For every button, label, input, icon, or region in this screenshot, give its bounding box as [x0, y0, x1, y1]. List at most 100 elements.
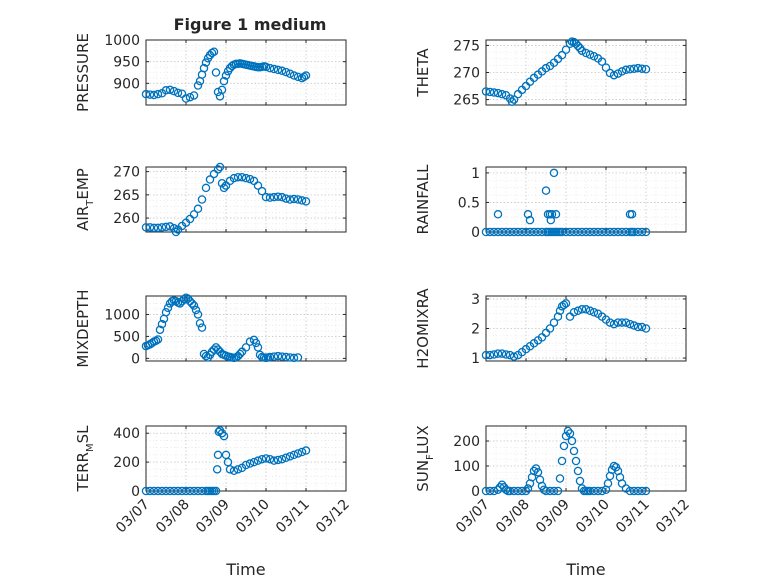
y-tick-label: 1000 [104, 33, 140, 49]
y-label-part: SL [74, 425, 92, 444]
axes-frame [485, 39, 687, 106]
data-point [555, 306, 565, 316]
data-point [173, 88, 183, 98]
data-point [589, 307, 599, 317]
subplot-terr-msl: 03/07 03/08 03/09 03/10 03/11 03/12 0 200 400 TER… [74, 425, 353, 537]
data-point [285, 452, 295, 461]
data-point [273, 455, 283, 465]
y-label-subscript: F [425, 454, 436, 460]
data-point [557, 227, 567, 237]
data-point [161, 486, 171, 496]
axes-frame [145, 295, 347, 362]
y-axis-label: RAINFALL [414, 164, 432, 235]
subplot-pressure: 900 950 1000 PRESSURE [74, 33, 347, 112]
data-point [269, 352, 279, 361]
y-tick-label: 400 [113, 426, 140, 442]
data-point [297, 447, 307, 457]
data-point [485, 227, 495, 237]
data-point [561, 299, 571, 308]
data-point [199, 63, 209, 73]
data-point [193, 486, 203, 496]
data-point [241, 460, 251, 470]
data-point [585, 306, 595, 316]
data-point [637, 227, 647, 237]
data-point [229, 173, 239, 183]
data-point [153, 335, 163, 344]
data-point [497, 227, 507, 237]
data-point [187, 299, 197, 308]
data-point [509, 352, 519, 361]
data-point [497, 349, 507, 358]
x-tick-label: 03/11 [613, 497, 653, 537]
data-point [481, 87, 491, 96]
data-point [603, 479, 613, 488]
data-point [493, 227, 503, 237]
data-point [207, 48, 217, 58]
data-point [539, 485, 549, 494]
data-point [209, 47, 219, 56]
data-point [285, 69, 295, 79]
data-point [525, 227, 535, 237]
data-point [489, 227, 499, 237]
data-point [523, 210, 533, 219]
data-point [633, 63, 643, 73]
data-point [553, 312, 563, 321]
y-tick-label: 1000 [104, 307, 140, 323]
data-point [569, 307, 579, 317]
data-point [281, 352, 291, 362]
data-point [625, 65, 635, 74]
data-point [641, 65, 651, 74]
data-point [577, 305, 587, 314]
data-point [485, 350, 495, 360]
data-point [641, 486, 651, 496]
y-tick-label: 0.5 [458, 195, 480, 211]
data-point [145, 486, 155, 496]
data-point [211, 68, 221, 77]
data-point [193, 81, 203, 90]
data-point [161, 307, 171, 317]
data-point [563, 426, 573, 436]
y-label-part: EMP [74, 168, 92, 199]
data-point [301, 446, 311, 455]
data-point [273, 351, 283, 361]
y-axis-label: TERRMSL [74, 425, 96, 493]
data-point [269, 192, 279, 202]
y-tick-label: 270 [113, 165, 140, 181]
data-point [221, 71, 231, 80]
data-point [601, 227, 611, 237]
data-point [281, 67, 291, 77]
y-label-part: SUN [414, 460, 432, 492]
data-point [493, 210, 503, 219]
data-point [513, 227, 523, 237]
data-point [241, 173, 251, 183]
data-point [249, 457, 259, 467]
data-point [149, 223, 159, 233]
data-point [149, 90, 159, 100]
data-point [233, 172, 243, 182]
data-series [481, 168, 651, 237]
data-point [601, 63, 611, 72]
data-point [265, 63, 275, 73]
data-point [149, 486, 159, 496]
data-point [157, 319, 167, 329]
data-point [203, 353, 213, 362]
data-point [185, 92, 195, 102]
data-point [625, 486, 635, 496]
data-point [585, 486, 595, 496]
data-point [629, 64, 639, 73]
data-point [141, 223, 151, 232]
data-point [155, 325, 165, 335]
data-point [627, 210, 637, 219]
data-point [577, 227, 587, 237]
data-point [281, 194, 291, 203]
data-point [613, 227, 623, 237]
data-point [641, 227, 651, 237]
data-point [293, 195, 303, 204]
data-point [189, 91, 199, 100]
data-point [605, 227, 615, 237]
data-series [141, 293, 303, 363]
y-tick-label: 0 [131, 484, 140, 500]
data-point [501, 350, 511, 359]
axes-frame [145, 425, 347, 492]
